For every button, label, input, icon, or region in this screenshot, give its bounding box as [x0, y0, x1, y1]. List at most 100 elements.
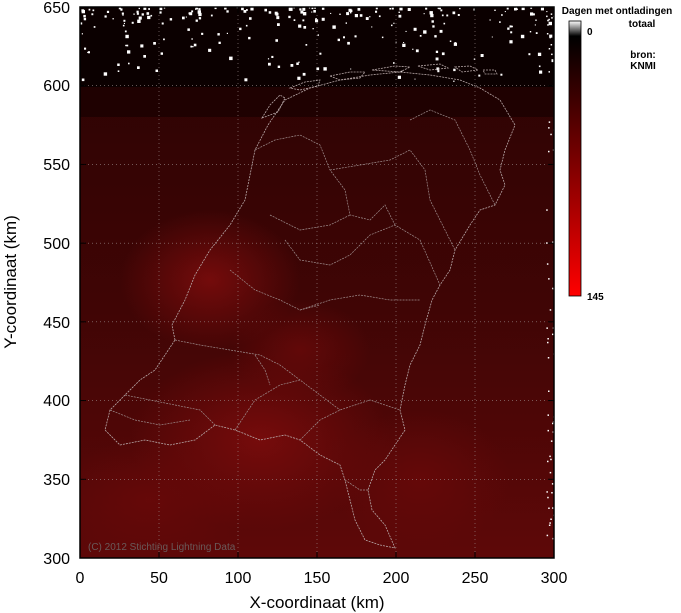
speckle	[224, 7, 227, 10]
colorbar-subtitle: totaal	[629, 19, 656, 30]
speckle	[348, 8, 352, 12]
speckle	[288, 15, 291, 19]
speckle	[546, 263, 549, 265]
speckle	[290, 64, 294, 67]
speckle	[412, 48, 414, 50]
speckle	[398, 14, 402, 18]
speckle	[521, 7, 525, 11]
speckle	[119, 7, 121, 9]
speckle	[398, 11, 400, 13]
speckle	[84, 47, 87, 50]
speckle	[397, 75, 401, 79]
speckle	[453, 42, 457, 46]
speckle	[375, 10, 378, 13]
y-tick-label: 350	[43, 472, 70, 489]
speckle	[369, 16, 371, 18]
speckle	[208, 48, 212, 52]
y-axis-title: Y-coordinaat (km)	[1, 215, 20, 349]
speckle	[122, 24, 125, 27]
speckle	[296, 62, 299, 65]
speckle	[480, 54, 484, 57]
colorbar-min-label: 0	[587, 27, 593, 38]
colorbar-gradient	[568, 20, 582, 297]
speckle	[439, 29, 443, 33]
speckle	[243, 10, 247, 13]
speckle	[402, 43, 406, 47]
speckle	[547, 429, 549, 432]
speckle	[103, 72, 108, 76]
province-borders	[109, 109, 496, 491]
speckle	[81, 78, 85, 82]
speckle	[547, 19, 549, 22]
speckle	[249, 17, 252, 20]
speckle	[535, 19, 537, 21]
speckle	[429, 11, 433, 15]
speckle	[302, 7, 306, 11]
speckle	[198, 12, 202, 17]
speckle	[443, 22, 446, 25]
speckle	[321, 17, 325, 21]
speckle	[93, 26, 96, 28]
speckle	[312, 28, 314, 30]
speckle	[197, 10, 201, 14]
speckle	[551, 492, 553, 494]
speckle	[163, 7, 166, 9]
speckle	[552, 333, 554, 336]
speckle	[535, 32, 538, 34]
speckle	[140, 44, 144, 48]
speckle	[241, 7, 244, 11]
speckle	[195, 8, 197, 10]
speckle	[550, 13, 553, 15]
speckle	[507, 27, 510, 30]
speckle	[548, 278, 550, 280]
y-tick-label: 550	[43, 157, 70, 174]
speckle	[413, 27, 417, 31]
x-tick-label: 50	[150, 570, 168, 587]
source-name: KNMI	[630, 61, 656, 72]
speckle	[520, 34, 525, 39]
speckle	[437, 70, 440, 73]
speckle	[316, 67, 320, 71]
speckle	[438, 7, 441, 10]
speckle	[511, 25, 513, 28]
speckle	[123, 19, 126, 22]
speckle	[473, 58, 476, 60]
speckle	[137, 19, 141, 23]
speckle	[187, 28, 190, 31]
speckle	[117, 70, 120, 72]
x-tick-label: 0	[76, 570, 85, 587]
speckle	[131, 21, 134, 24]
speckle	[501, 14, 503, 16]
speckle	[530, 12, 534, 16]
speckle	[159, 7, 163, 11]
speckle	[330, 12, 332, 14]
speckle	[547, 341, 549, 344]
speckle	[441, 14, 444, 17]
speckle	[124, 30, 127, 33]
speckle	[128, 62, 130, 65]
speckle	[302, 12, 307, 16]
speckle	[350, 68, 352, 70]
speckle	[153, 42, 156, 45]
speckle	[552, 422, 554, 425]
speckle	[423, 13, 425, 15]
speckle	[104, 15, 107, 18]
speckle	[303, 26, 307, 29]
speckle	[435, 50, 439, 53]
y-tick-label: 650	[43, 0, 70, 17]
speckle	[548, 48, 551, 50]
speckle	[313, 10, 316, 13]
speckle	[529, 31, 532, 33]
speckle	[419, 35, 422, 37]
speckle	[440, 9, 443, 12]
speckle	[137, 66, 140, 69]
speckle	[528, 53, 531, 56]
speckle	[91, 13, 94, 16]
speckle	[552, 241, 554, 243]
speckle	[550, 458, 552, 461]
speckle	[500, 73, 503, 76]
x-tick-label: 200	[383, 570, 410, 587]
tick-marks	[79, 6, 555, 559]
speckle	[548, 121, 551, 123]
speckle	[403, 42, 405, 43]
